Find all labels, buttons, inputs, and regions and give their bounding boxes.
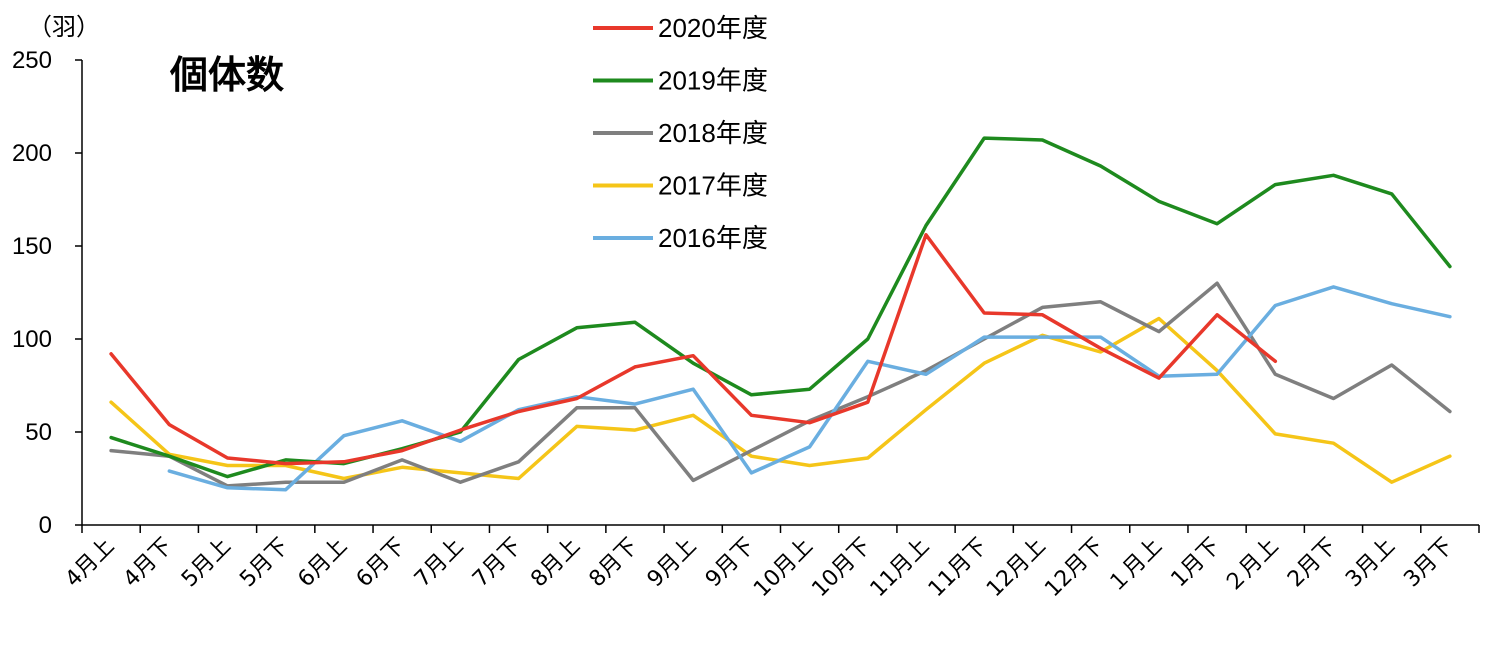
x-tick-label: ２月上 <box>1219 534 1283 598</box>
x-tick-label: 6月上 <box>293 534 352 593</box>
series-line-4 <box>167 285 1452 492</box>
x-tick-label: 3月下 <box>1399 534 1458 593</box>
legend-label: 2017年度 <box>658 171 768 201</box>
legend-label: 2019年度 <box>658 66 768 96</box>
x-tick-label: 2月下 <box>1283 534 1342 593</box>
chart-title: 個体数 <box>169 53 284 97</box>
x-tick-label: 7月上 <box>410 534 469 593</box>
x-tick-label: 4月下 <box>119 534 178 593</box>
y-tick-label: 150 <box>12 233 52 260</box>
series-line-3 <box>109 316 1452 484</box>
x-tick-label: 10月下 <box>807 534 876 603</box>
series-line-1 <box>109 136 1452 479</box>
x-tick-label: １月上 <box>1103 534 1167 598</box>
legend: 2020年度 2019年度 2018年度 2017年度 2016年度 <box>593 13 768 253</box>
x-tick-label: 11月上 <box>866 534 935 603</box>
series-line-0 <box>109 233 1278 466</box>
y-tick-label: 250 <box>12 47 52 74</box>
series-line-2 <box>109 281 1452 488</box>
x-tick-label: 8月上 <box>526 534 585 593</box>
y-unit-label: （羽） <box>28 13 100 41</box>
x-tick-label: 5月上 <box>177 534 236 593</box>
x-tick-label: 10月上 <box>749 534 818 603</box>
legend-label: 2018年度 <box>658 118 768 148</box>
legend-label: 2020年度 <box>658 13 768 43</box>
x-tick-label: 11月下 <box>924 534 993 603</box>
x-tick-label: 3月上 <box>1341 534 1400 593</box>
y-tick-label: 0 <box>39 512 52 539</box>
y-tick-label: 200 <box>12 140 52 167</box>
x-tick-label: 5月下 <box>235 534 294 593</box>
y-tick-label: 100 <box>12 326 52 353</box>
x-tick-label: 4月上 <box>61 534 120 593</box>
x-tick-label: 12月上 <box>982 534 1051 603</box>
y-axis-ticks: 0 50 100 150 200 250 <box>12 47 82 539</box>
x-tick-label: 6月下 <box>352 534 411 593</box>
series-lines <box>109 136 1452 492</box>
axes <box>81 60 1479 526</box>
x-tick-label: 1月下 <box>1167 534 1226 593</box>
x-tick-label: 12月下 <box>1040 534 1109 603</box>
x-axis-ticks: 4月上 4月下 5月上 5月下 6月上 6月下 7月上 7月下 8月上 8月下 9月上 9月下10月上… <box>61 525 1480 603</box>
x-tick-label: 9月上 <box>643 534 702 593</box>
x-tick-label: 7月下 <box>468 534 527 593</box>
y-tick-label: 50 <box>25 419 52 446</box>
x-tick-label: 8月下 <box>585 534 644 593</box>
legend-label: 2016年度 <box>658 223 768 253</box>
